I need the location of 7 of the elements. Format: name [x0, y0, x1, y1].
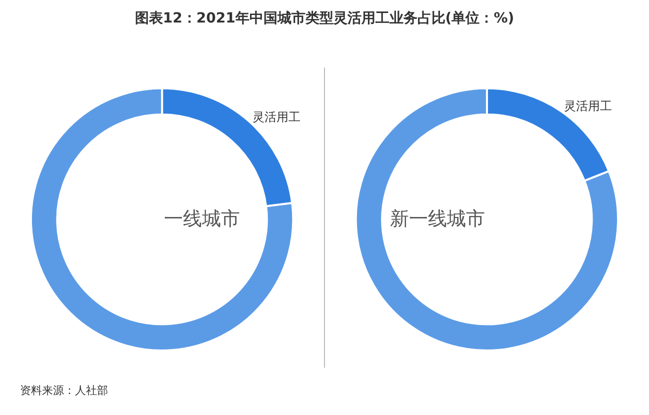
text: 新一线城市	[390, 208, 485, 230]
slice-label: 灵活用工	[252, 110, 300, 124]
text: 一线城市	[164, 208, 240, 230]
text: 资料来源：人社部	[20, 384, 108, 397]
donut-slice	[354, 87, 620, 352]
chart-title: 图表12：2021年中国城市类型灵活用工业务占比(单位：%)	[134, 9, 514, 26]
slice-label: 灵活用工	[564, 99, 612, 114]
